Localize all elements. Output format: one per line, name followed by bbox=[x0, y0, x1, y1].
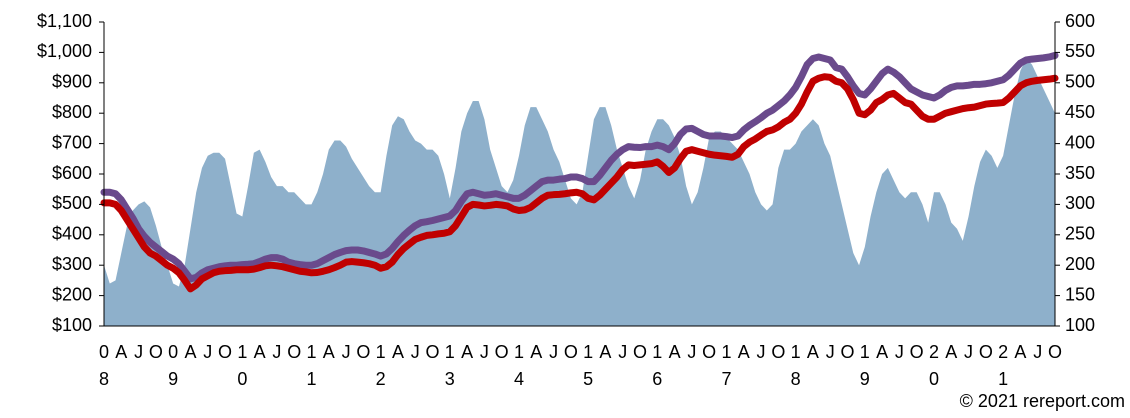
y2-tick-label: 450 bbox=[1065, 102, 1095, 122]
x-tick-label: O bbox=[910, 342, 924, 362]
y2-tick-label: 400 bbox=[1065, 132, 1095, 152]
y-tick-label: $500 bbox=[52, 193, 92, 213]
x-tick-label: A bbox=[530, 342, 542, 362]
x-tick-label: J bbox=[203, 342, 212, 362]
y-tick-label: $700 bbox=[52, 132, 92, 152]
x-tick-label: A bbox=[1014, 342, 1026, 362]
y-tick-label: $1,100 bbox=[37, 11, 92, 31]
x-tick-label: A bbox=[876, 342, 888, 362]
x-tick-label: A bbox=[184, 342, 196, 362]
x-tick-label: A bbox=[461, 342, 473, 362]
x-tick-label: O bbox=[564, 342, 578, 362]
x-tick-label: J bbox=[411, 342, 420, 362]
y2-tick-label: 300 bbox=[1065, 193, 1095, 213]
y2-tick-label: 350 bbox=[1065, 163, 1095, 183]
area bbox=[104, 58, 1055, 326]
y2-tick-label: 100 bbox=[1065, 315, 1095, 335]
x-tick-label: O bbox=[356, 342, 370, 362]
y2-tick-label: 550 bbox=[1065, 41, 1095, 61]
x-tick-label: J bbox=[272, 342, 281, 362]
x-tick-label: O bbox=[218, 342, 232, 362]
x-tick-label: O bbox=[495, 342, 509, 362]
x-tick-label: O bbox=[633, 342, 647, 362]
x-tick-label: J bbox=[757, 342, 766, 362]
y-tick-label: $100 bbox=[52, 315, 92, 335]
x-tick-label: A bbox=[115, 342, 127, 362]
y2-tick-label: 250 bbox=[1065, 224, 1095, 244]
x-tick-label: O bbox=[702, 342, 716, 362]
x-tick-label: O bbox=[149, 342, 163, 362]
x-tick-label: J bbox=[826, 342, 835, 362]
y-tick-label: $400 bbox=[52, 224, 92, 244]
x-tick-label: J bbox=[964, 342, 973, 362]
y2-tick-label: 200 bbox=[1065, 254, 1095, 274]
x-tick-label: O bbox=[771, 342, 785, 362]
x-tick-label: A bbox=[392, 342, 404, 362]
y-tick-label: $800 bbox=[52, 102, 92, 122]
y-tick-label: $600 bbox=[52, 163, 92, 183]
y-tick-label: $200 bbox=[52, 284, 92, 304]
y2-tick-label: 600 bbox=[1065, 11, 1095, 31]
line bbox=[100, 51, 1059, 283]
x-tick-label: J bbox=[134, 342, 143, 362]
x-tick-label: J bbox=[549, 342, 558, 362]
x-tick-label: O bbox=[287, 342, 301, 362]
y-tick-label: $1,000 bbox=[37, 41, 92, 61]
x-tick-label: J bbox=[342, 342, 351, 362]
y-tick-label: $900 bbox=[52, 72, 92, 92]
x-tick-label: O bbox=[979, 342, 993, 362]
x-tick-label: A bbox=[669, 342, 681, 362]
y2-tick-label: 500 bbox=[1065, 72, 1095, 92]
credit: © 2021 rereport.com bbox=[960, 391, 1125, 411]
x-tick-label: A bbox=[599, 342, 611, 362]
x-tick-label: A bbox=[945, 342, 957, 362]
x-tick-label: A bbox=[254, 342, 266, 362]
y2-tick-label: 150 bbox=[1065, 284, 1095, 304]
x-tick-label: O bbox=[841, 342, 855, 362]
x-tick-label: J bbox=[480, 342, 489, 362]
x-tick-label: O bbox=[426, 342, 440, 362]
x-tick-label: J bbox=[1033, 342, 1042, 362]
x-tick-label: A bbox=[807, 342, 819, 362]
line bbox=[100, 73, 1059, 293]
y-tick-label: $300 bbox=[52, 254, 92, 274]
x-tick-label: J bbox=[687, 342, 696, 362]
x-tick-label: A bbox=[738, 342, 750, 362]
x-tick-label: O bbox=[1048, 342, 1062, 362]
x-tick-label: A bbox=[323, 342, 335, 362]
x-tick-label: J bbox=[618, 342, 627, 362]
x-tick-label: J bbox=[895, 342, 904, 362]
